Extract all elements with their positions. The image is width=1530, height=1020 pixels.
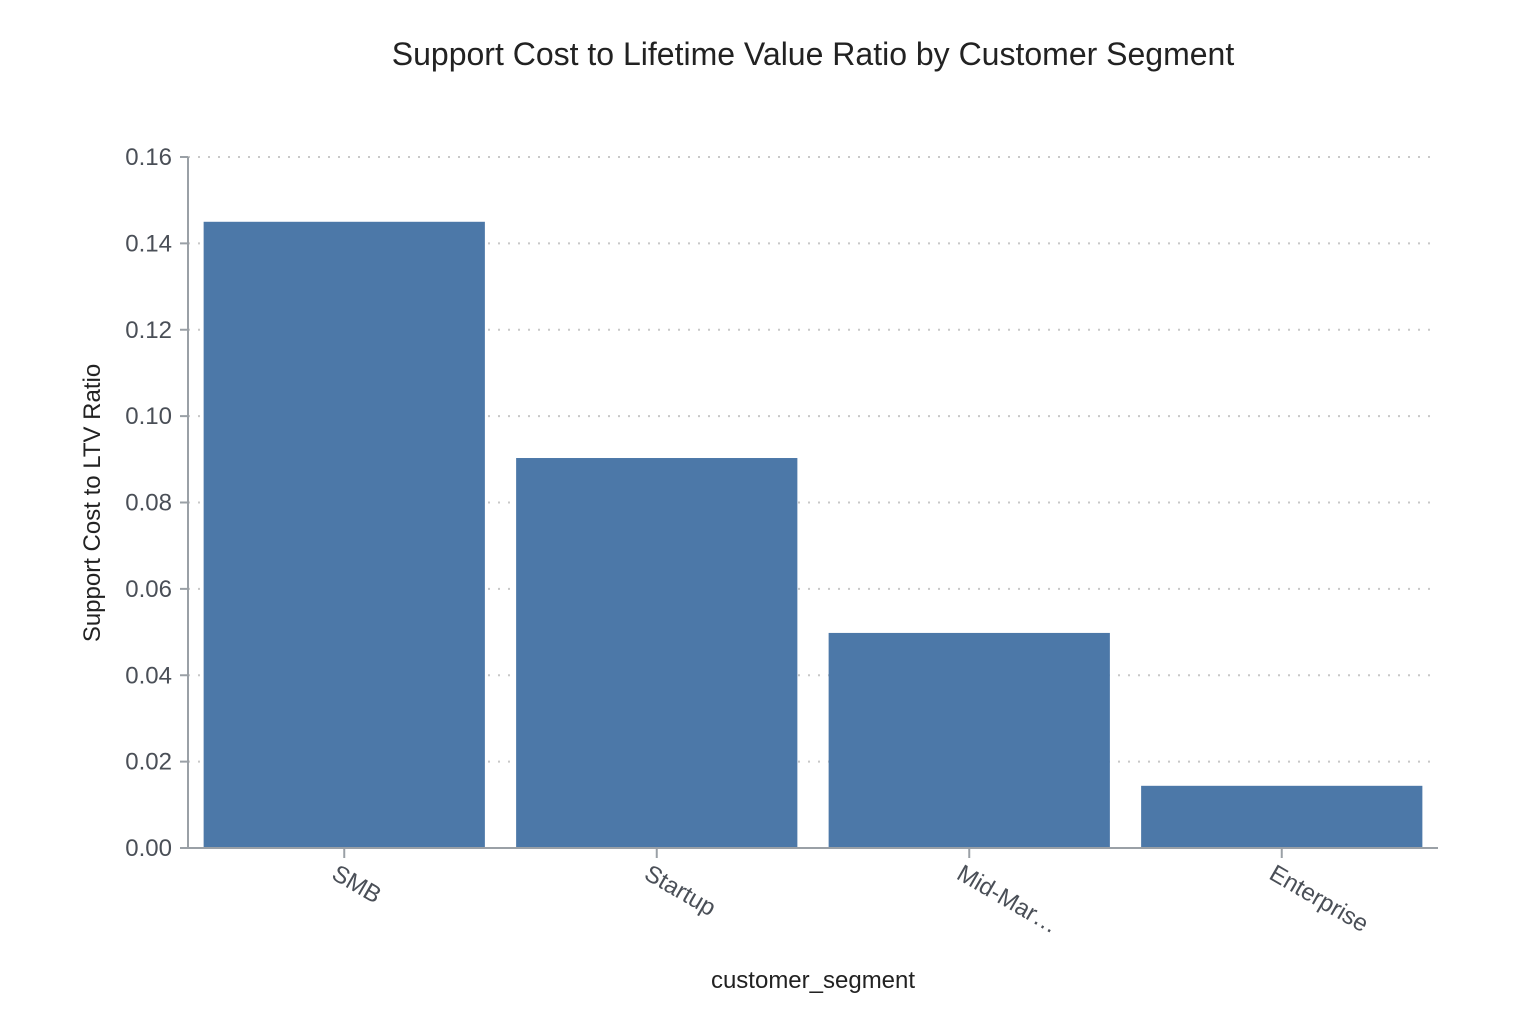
x-tick-label: Enterprise	[1265, 860, 1373, 938]
y-axis-label: Support Cost to LTV Ratio	[79, 364, 106, 642]
y-tick-label: 0.06	[125, 576, 172, 603]
x-axis-label: customer_segment	[711, 967, 915, 994]
y-axis: 0.00 0.02 0.04 0.06 0.08 0.10 0.12 0.14 0.16	[125, 144, 189, 862]
chart-title: Support Cost to Lifetime Value Ratio by …	[392, 36, 1235, 72]
y-tick-label: 0.00	[125, 835, 172, 862]
y-tick-label: 0.02	[125, 749, 172, 776]
bar-midmar	[828, 632, 1110, 848]
y-tick-label: 0.14	[125, 230, 172, 257]
x-tick-label: Mid-Mar…	[952, 860, 1062, 939]
y-tick-label: 0.08	[125, 490, 172, 517]
gridlines	[188, 156, 1438, 763]
y-tick-label: 0.16	[125, 144, 172, 171]
bar-enterprise	[1141, 785, 1423, 848]
x-axis: SMB Startup Mid-Mar… Enterprise	[188, 847, 1438, 939]
bar-smb	[203, 221, 485, 848]
y-tick-label: 0.10	[125, 403, 172, 430]
y-tick-label: 0.04	[125, 662, 172, 689]
y-tick-label: 0.12	[125, 317, 172, 344]
x-tick-label: Startup	[640, 860, 721, 922]
bars	[203, 221, 1423, 848]
bar-startup	[516, 458, 798, 848]
x-tick-label: SMB	[327, 860, 386, 909]
